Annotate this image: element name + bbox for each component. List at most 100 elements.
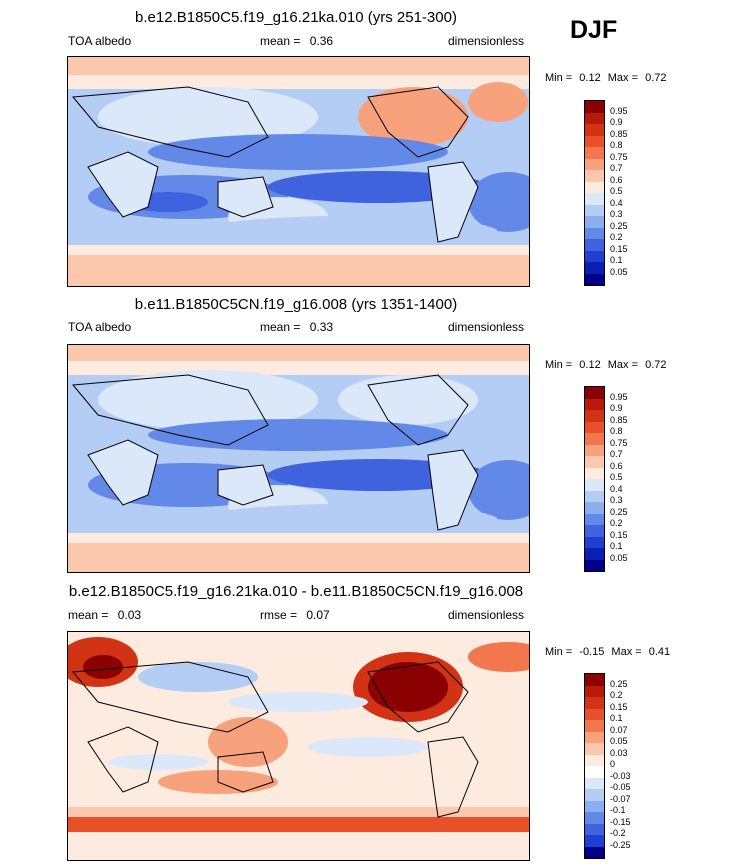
colorbar-tick-label: 0.95 [610, 391, 628, 402]
panel-2-minmax: Min = 0.12 Max = 0.72 [545, 359, 667, 371]
colorbar-tick-label: 0.85 [610, 414, 628, 425]
colorbar-tick-label: 0.95 [610, 105, 628, 116]
colorbar-swatch [585, 433, 604, 445]
colorbar-swatch [585, 777, 604, 789]
colorbar-tick-label: 0.4 [610, 197, 623, 208]
colorbar-tick-label: 0.15 [610, 701, 628, 712]
colorbar-swatch [585, 387, 604, 399]
panel-1-mean: mean = 0.36 [260, 34, 333, 48]
colorbar-tick-label: -0.2 [610, 828, 626, 838]
colorbar-tick-label: 0 [610, 759, 616, 769]
colorbar-tick-label: 0.85 [610, 128, 628, 139]
colorbar-tick-label: 0.15 [610, 529, 628, 540]
panel-2-min-value: 0.12 [579, 359, 601, 371]
colorbar-tick-label: 0.15 [610, 243, 628, 254]
colorbar-tick-label: 0.3 [610, 209, 623, 219]
colorbar-swatch [585, 273, 604, 285]
colorbar-swatch [585, 708, 604, 720]
panel-1-units: dimensionless [448, 34, 525, 48]
colorbar-swatch [585, 800, 604, 812]
panel-2-colorbar-ticks: 0.95 0.9 0.85 0.8 0.75 0.7 0.6 0.5 0.4 0.3 0.25 0.2… [610, 386, 650, 570]
panel-2-map-svg [68, 345, 529, 572]
colorbar-swatch [585, 170, 604, 182]
panel-3-map [67, 631, 530, 861]
colorbar-swatch [585, 147, 604, 159]
colorbar-swatch [585, 513, 604, 525]
colorbar-tick-label: -0.1 [610, 805, 626, 815]
panel-2-variable-label: TOA albedo [68, 320, 132, 334]
panel-3-title: b.e12.B1850C5.f19_g16.21ka.010 - b.e11.B… [68, 583, 524, 600]
panel-3-min-label: Min = [545, 646, 573, 658]
colorbar-tick-label: 0.2 [610, 232, 623, 242]
colorbar-tick-label: -0.05 [610, 782, 631, 792]
panel-1-title: b.e12.B1850C5.f19_g16.21ka.010 (yrs 251-… [135, 9, 457, 26]
colorbar-tick-label: 0.25 [610, 220, 628, 231]
colorbar-swatch [585, 467, 604, 479]
panel-3-min-value: -0.15 [579, 646, 605, 658]
panel-3-max-value: 0.41 [648, 646, 671, 658]
colorbar-tick-label: 0.07 [610, 724, 628, 735]
colorbar-tick-label: 0.05 [610, 552, 628, 563]
colorbar-swatch [585, 216, 604, 228]
panel-2-units: dimensionless [448, 320, 525, 334]
colorbar-swatch [585, 421, 604, 433]
panel-3-max-label: Max = [611, 646, 642, 658]
panel-2-title: b.e11.B1850C5CN.f19_g16.008 (yrs 1351-14… [134, 296, 458, 313]
colorbar-tick-label: 0.75 [610, 151, 628, 162]
colorbar-tick-label: 0.7 [610, 449, 623, 459]
colorbar-swatch [585, 823, 604, 835]
colorbar-swatch [585, 743, 604, 755]
panel-1-colorbar [584, 100, 605, 286]
colorbar-tick-label: 0.7 [610, 163, 623, 173]
colorbar-swatch [585, 685, 604, 697]
panel-3-rmse-value: 0.07 [306, 608, 330, 622]
colorbar-swatch [585, 444, 604, 456]
colorbar-tick-label: 0.2 [610, 690, 623, 700]
colorbar-swatch [585, 835, 604, 847]
colorbar-tick-label: 0.5 [610, 472, 623, 482]
panel-1-variable-label: TOA albedo [68, 34, 132, 48]
colorbar-swatch [585, 124, 604, 136]
colorbar-swatch [585, 398, 604, 410]
colorbar-swatch [585, 101, 604, 113]
colorbar-swatch [585, 158, 604, 170]
colorbar-swatch [585, 766, 604, 778]
colorbar-swatch [585, 239, 604, 251]
colorbar-tick-label: 0.03 [610, 747, 628, 758]
colorbar-tick-label: 0.1 [610, 541, 623, 551]
panel-3-rmse: rmse = 0.07 [260, 608, 330, 622]
season-label: DJF [570, 16, 618, 44]
colorbar-swatch [585, 846, 604, 858]
panel-3-colorbar-ticks: 0.25 0.2 0.15 0.1 0.07 0.05 0.03 0 -0.03 -0.05 -0.… [610, 673, 650, 857]
colorbar-tick-label: 0.8 [610, 426, 623, 436]
panel-2-mean-label: mean = [260, 320, 301, 334]
colorbar-tick-label: 0.6 [610, 460, 623, 471]
colorbar-swatch [585, 193, 604, 205]
panel-1-min-value: 0.12 [579, 72, 601, 84]
panel-3-colorbar [584, 673, 605, 859]
panel-3-mean-value: 0.03 [117, 608, 142, 622]
panel-1-max-value: 0.72 [645, 72, 667, 84]
colorbar-swatch [585, 456, 604, 468]
panel-3-map-svg [68, 632, 529, 860]
colorbar-swatch [585, 250, 604, 262]
colorbar-swatch [585, 812, 604, 824]
colorbar-swatch [585, 410, 604, 422]
panel-2-max-label: Max = [607, 359, 639, 371]
colorbar-tick-label: -0.25 [610, 839, 631, 850]
panel-2-mean: mean = 0.33 [260, 320, 333, 334]
panel-2-map [67, 344, 530, 573]
colorbar-swatch [585, 262, 604, 274]
colorbar-swatch [585, 227, 604, 239]
colorbar-tick-label: -0.03 [610, 770, 631, 781]
colorbar-swatch [585, 112, 604, 124]
colorbar-swatch [585, 204, 604, 216]
colorbar-swatch [585, 548, 604, 560]
panel-3-mean-label: mean = [68, 608, 109, 622]
panel-3-mean: mean = 0.03 [68, 608, 141, 622]
colorbar-tick-label: 0.25 [610, 678, 628, 689]
colorbar-tick-label: 0.25 [610, 506, 628, 517]
panel-1-max-label: Max = [607, 72, 639, 84]
colorbar-tick-label: 0.05 [610, 266, 628, 277]
panel-3-units: dimensionless [448, 608, 525, 622]
